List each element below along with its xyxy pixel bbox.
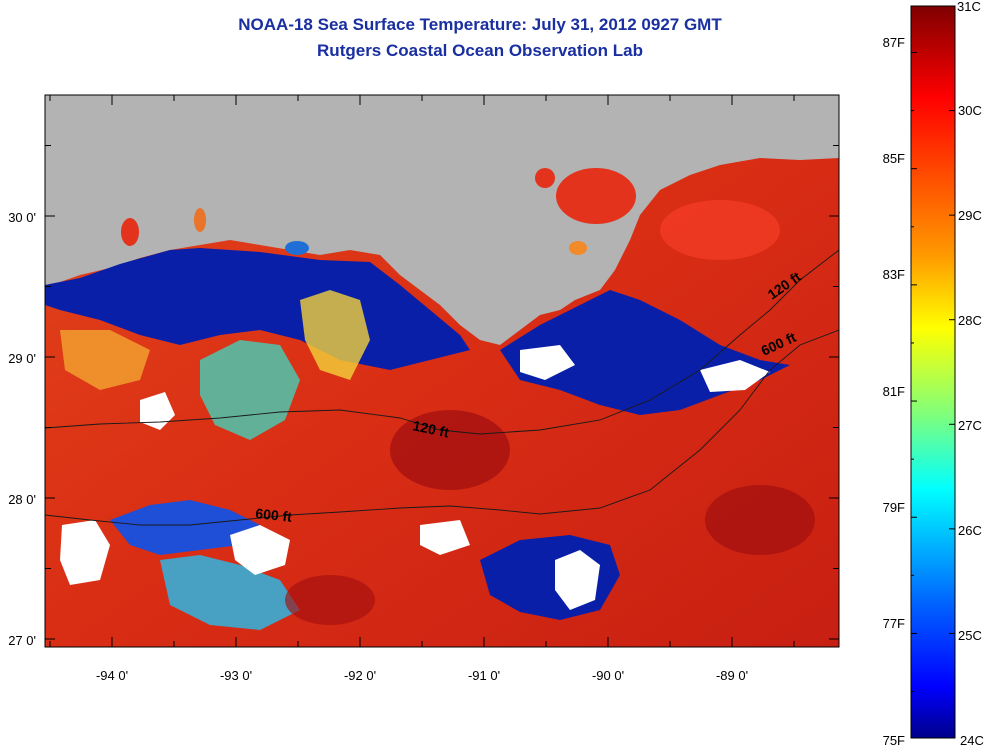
fahrenheit-label: 85F — [883, 151, 905, 166]
contour-label: 120 ft — [411, 417, 450, 440]
warm-core — [390, 410, 510, 490]
color-scale-bar — [910, 5, 956, 739]
celsius-label: 28C — [958, 313, 982, 328]
fahrenheit-label: 77F — [883, 616, 905, 631]
warm-core — [705, 485, 815, 555]
map-frame — [44, 94, 840, 648]
cloud-patch — [555, 550, 600, 610]
lat-label: 28 0' — [8, 492, 36, 507]
mixed-water-zone — [300, 290, 370, 380]
lat-label: 30 0' — [8, 210, 36, 225]
coastal-lagoon — [556, 168, 636, 224]
coastal-lagoon — [535, 168, 555, 188]
celsius-label: 29C — [958, 208, 982, 223]
land-mass — [45, 95, 839, 345]
lon-label: -94 0' — [96, 668, 128, 683]
cloud-patch — [520, 345, 575, 380]
fahrenheit-label: 81F — [883, 384, 905, 399]
mixed-water-zone — [200, 340, 300, 440]
map-subtitle: Rutgers Coastal Ocean Observation Lab — [317, 41, 643, 60]
lon-label: -91 0' — [468, 668, 500, 683]
lon-label: -93 0' — [220, 668, 252, 683]
celsius-label: 25C — [958, 628, 982, 643]
latitude-labels: 30 0' 29 0' 28 0' 27 0' — [8, 210, 36, 648]
fahrenheit-label: 79F — [883, 500, 905, 515]
fahrenheit-label: 87F — [883, 35, 905, 50]
mixed-water-zone — [60, 330, 150, 390]
fahrenheit-label: 75F — [883, 733, 905, 748]
coastal-lagoon — [121, 218, 139, 246]
coastal-lagoon — [285, 241, 309, 255]
map-ticks — [45, 95, 839, 647]
warm-core — [660, 200, 780, 260]
longitude-labels: -94 0' -93 0' -92 0' -91 0' -90 0' -89 0… — [96, 668, 748, 683]
cold-water-patch-west — [110, 500, 260, 555]
fahrenheit-label: 83F — [883, 267, 905, 282]
warm-core — [285, 575, 375, 625]
lat-label: 27 0' — [8, 633, 36, 648]
lon-label: -90 0' — [592, 668, 624, 683]
contour-120ft — [45, 249, 839, 435]
cloud-patch — [140, 392, 175, 430]
celsius-label: 31C — [957, 0, 981, 14]
mixed-water-zone — [160, 555, 300, 630]
coastal-lagoon — [569, 241, 587, 255]
lon-label: -92 0' — [344, 668, 376, 683]
contour-label: 600 ft — [255, 505, 293, 525]
cloud-patch — [60, 520, 110, 585]
lat-label: 29 0' — [8, 351, 36, 366]
cloud-patch — [700, 360, 770, 392]
map-title: NOAA-18 Sea Surface Temperature: July 31… — [238, 15, 722, 34]
cloud-patch — [230, 525, 290, 575]
cloud-patch — [420, 520, 470, 555]
celsius-label: 26C — [958, 523, 982, 538]
celsius-label: 27C — [958, 418, 982, 433]
celsius-label: 30C — [958, 103, 982, 118]
contour-600ft — [45, 329, 839, 526]
color-scale: 87F 85F 83F 81F 79F 77F 75F 31C 30C 29C … — [883, 0, 984, 748]
lon-label: -89 0' — [716, 668, 748, 683]
celsius-label: 24C — [960, 733, 984, 748]
coastal-lagoon — [194, 208, 206, 232]
